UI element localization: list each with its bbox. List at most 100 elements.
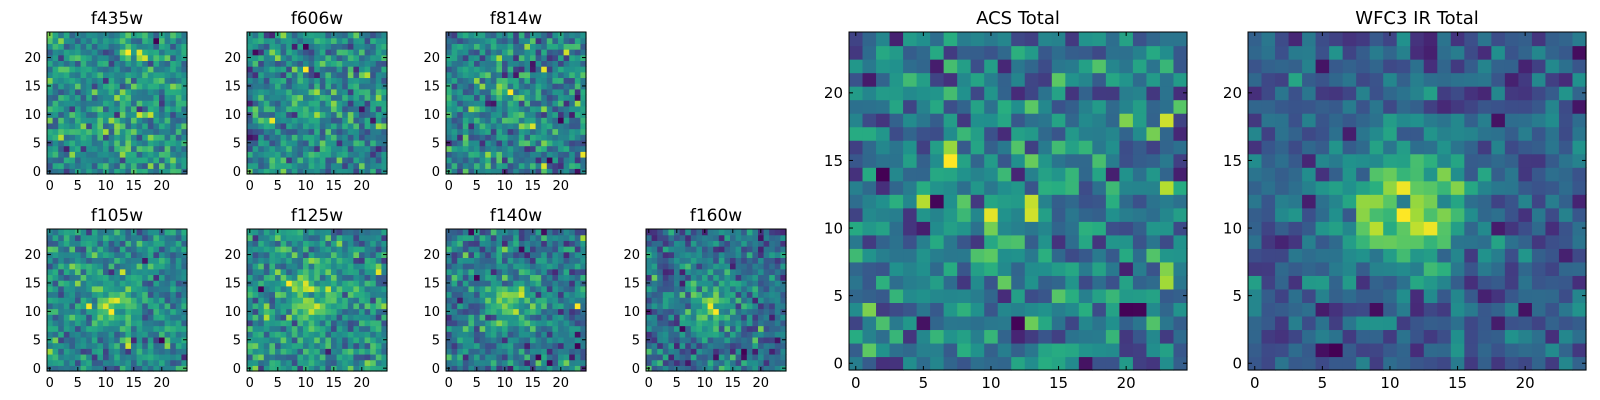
axes-frame (46, 228, 188, 372)
heatmap-cell (308, 302, 315, 310)
x-tick-label: 15 (326, 179, 343, 194)
heatmap-cell (336, 145, 343, 152)
y-tick-label: 0 (33, 165, 41, 180)
heatmap-cell (342, 302, 349, 310)
heatmap-cell (97, 94, 104, 101)
heatmap-cell (97, 314, 104, 321)
heatmap-cell (247, 319, 254, 327)
heatmap-cell (485, 319, 492, 327)
heatmap-cell (679, 314, 686, 321)
heatmap-cell (291, 43, 298, 50)
heatmap-cell (651, 314, 658, 321)
heatmap-cell (524, 308, 531, 315)
heatmap-cell (170, 71, 177, 79)
heatmap-cell (170, 291, 177, 298)
heatmap-cell (142, 151, 149, 158)
heatmap-cell (774, 251, 781, 258)
heatmap-cell (763, 268, 770, 276)
heatmap-cell (1173, 261, 1188, 276)
heatmap-cell (674, 319, 681, 327)
heatmap-cell (370, 263, 377, 270)
heatmap-cell (170, 32, 177, 39)
heatmap-cell (696, 263, 703, 270)
heatmap-cell (336, 156, 343, 164)
heatmap-cell (1011, 302, 1026, 317)
heatmap-cell (997, 261, 1012, 276)
heatmap-cell (52, 229, 59, 236)
heatmap-cell (303, 314, 310, 321)
heatmap-cell (147, 359, 154, 366)
heatmap-cell (269, 66, 276, 73)
heatmap-cell (142, 263, 149, 270)
heatmap-cell (541, 268, 548, 276)
heatmap-cell (457, 353, 464, 361)
y-tick-label: 15 (623, 277, 640, 292)
heatmap-cell (524, 348, 531, 355)
heatmap-cell (170, 325, 177, 332)
heatmap-cell (252, 229, 259, 236)
heatmap-cell (375, 268, 382, 276)
heatmap-cell (319, 71, 326, 79)
heatmap-cell (80, 111, 87, 118)
heatmap-cell (286, 156, 293, 164)
heatmap-cell (558, 359, 565, 366)
heatmap-cell (457, 37, 464, 44)
heatmap-cell (297, 49, 304, 56)
heatmap-cell (746, 229, 753, 236)
heatmap-cell (364, 49, 371, 56)
heatmap-cell (1011, 275, 1026, 290)
heatmap-cell (308, 353, 315, 361)
heatmap-cell (119, 77, 126, 84)
heatmap-cell (889, 180, 904, 195)
y-tick-label: 5 (632, 333, 640, 348)
heatmap-cell (468, 359, 475, 366)
heatmap-cell (696, 359, 703, 366)
heatmap-cell (314, 43, 321, 50)
heatmap-cell (142, 348, 149, 355)
heatmap-cell (69, 100, 76, 107)
heatmap-cell (131, 134, 138, 141)
heatmap-cell (530, 145, 537, 152)
heatmap-cell (513, 319, 520, 327)
heatmap-cell (507, 257, 514, 264)
heatmap-cell (119, 314, 126, 321)
heatmap-cell (713, 365, 720, 372)
heatmap-cell (181, 274, 188, 281)
heatmap-cell (63, 297, 70, 304)
heatmap-cell (530, 314, 537, 321)
heatmap-cell (462, 274, 469, 281)
heatmap-cell (1011, 315, 1026, 331)
heatmap-cell (58, 297, 65, 304)
heatmap-cell (175, 274, 182, 281)
heatmap-cell (103, 156, 110, 164)
heatmap-cell (286, 134, 293, 141)
heatmap-cell (451, 32, 458, 39)
heatmap-cell (164, 353, 171, 361)
heatmap-cell (297, 32, 304, 39)
heatmap-cell (325, 285, 332, 293)
heatmap-cell (502, 43, 509, 50)
heatmap-cell (263, 128, 270, 135)
heatmap-cell (446, 122, 453, 130)
heatmap-cell (485, 268, 492, 276)
heatmap-cell (370, 336, 377, 344)
heatmap-cell (580, 145, 587, 152)
heatmap-cell (131, 336, 138, 344)
heatmap-cell (359, 268, 366, 276)
heatmap-cell (319, 297, 326, 304)
heatmap-cell (752, 348, 759, 355)
heatmap-cell (657, 251, 664, 258)
heatmap-cell (485, 308, 492, 315)
heatmap-cell (746, 291, 753, 298)
heatmap-cell (1105, 180, 1120, 195)
heatmap-cell (353, 139, 360, 147)
heatmap-cell (58, 353, 65, 361)
heatmap-cell (119, 83, 126, 90)
heatmap-cell (164, 139, 171, 147)
heatmap-cell (552, 156, 559, 164)
heatmap-cell (490, 100, 497, 107)
heatmap-cell (485, 139, 492, 147)
heatmap-cell (462, 117, 469, 124)
heatmap-cell (375, 43, 382, 50)
heatmap-cell (175, 60, 182, 67)
